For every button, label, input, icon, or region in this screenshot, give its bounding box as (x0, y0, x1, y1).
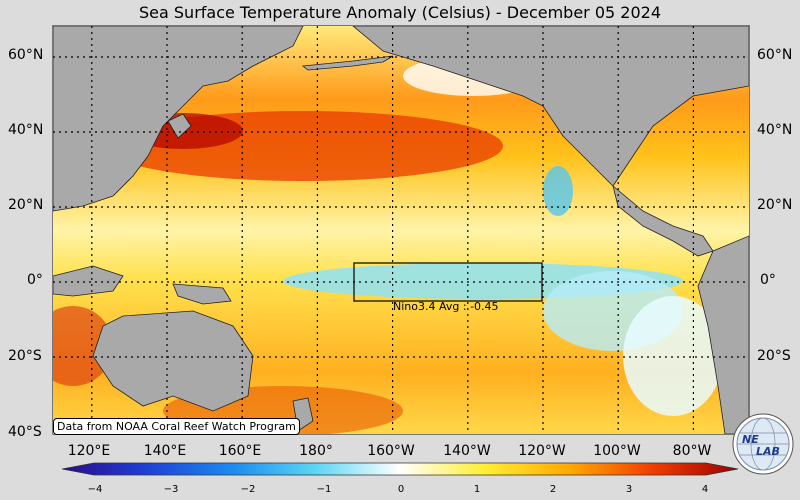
lat-label-40n-left: 40°N (8, 122, 44, 138)
lon-label-160w: 160°W (367, 443, 415, 459)
cool-anomaly-south-east (623, 296, 723, 416)
sst-anomaly-map (52, 25, 750, 435)
lon-label-120e: 120°E (67, 443, 111, 459)
colorbar-tick-minus4: −4 (87, 484, 103, 495)
colorbar-fill (62, 462, 739, 476)
lat-label-40s-left: 40°S (8, 424, 42, 440)
land-central-america (612, 184, 714, 257)
lat-label-60n-right: 60°N (757, 47, 793, 63)
lat-label-0-left: 0° (27, 272, 43, 288)
colorbar-tick-minus3: −3 (163, 484, 179, 495)
colorbar-tick-3: 3 (625, 484, 633, 495)
warm-anomaly-indian (53, 306, 113, 386)
lat-label-20s-right: 20°S (757, 348, 791, 364)
colorbar-tick-2: 2 (549, 484, 557, 495)
lon-label-80w: 80°W (672, 443, 712, 459)
lon-label-160e: 160°E (218, 443, 262, 459)
nino34-average-label: Nino3.4 Avg : -0.45 (393, 300, 499, 313)
lon-label-140w: 140°W (443, 443, 491, 459)
land-australia (92, 310, 254, 412)
nino34-box (353, 262, 543, 302)
land-aleutians (301, 55, 394, 71)
nino34-label-text: Nino3.4 Avg : (393, 300, 467, 313)
colorbar (62, 462, 739, 476)
logo-text-lab: LAB (756, 445, 780, 458)
lat-label-20s-left: 20°S (8, 348, 42, 364)
land-south-america (697, 235, 749, 434)
colorbar-tick-1: 1 (473, 484, 481, 495)
lon-label-180: 180° (299, 443, 333, 459)
lon-label-120w: 120°W (518, 443, 566, 459)
lat-label-0-right: 0° (760, 272, 776, 288)
lat-label-40n-right: 40°N (757, 122, 793, 138)
map-title: Sea Surface Temperature Anomaly (Celsius… (139, 3, 661, 22)
colorbar-tick-0: 0 (397, 484, 405, 495)
data-source-label: Data from NOAA Coral Reef Watch Program (53, 418, 300, 435)
colorbar-tick-minus2: −2 (240, 484, 256, 495)
nino34-value: -0.45 (470, 300, 499, 313)
lon-label-100w: 100°W (593, 443, 641, 459)
land-new-guinea (172, 283, 232, 305)
lat-label-60n-left: 60°N (8, 47, 44, 63)
land-asia (53, 26, 304, 212)
cool-anomaly-baja (543, 166, 573, 216)
lon-label-140e: 140°E (143, 443, 187, 459)
land-north-america (352, 26, 749, 187)
logo-text-ne: NE (742, 433, 759, 446)
lat-label-20n-left: 20°N (8, 197, 44, 213)
land-indonesia (53, 265, 124, 297)
colorbar-tick-4: 4 (701, 484, 709, 495)
lat-label-20n-right: 20°N (757, 197, 793, 213)
nelab-globe-logo: NE LAB (732, 413, 794, 475)
colorbar-tick-minus1: −1 (316, 484, 332, 495)
